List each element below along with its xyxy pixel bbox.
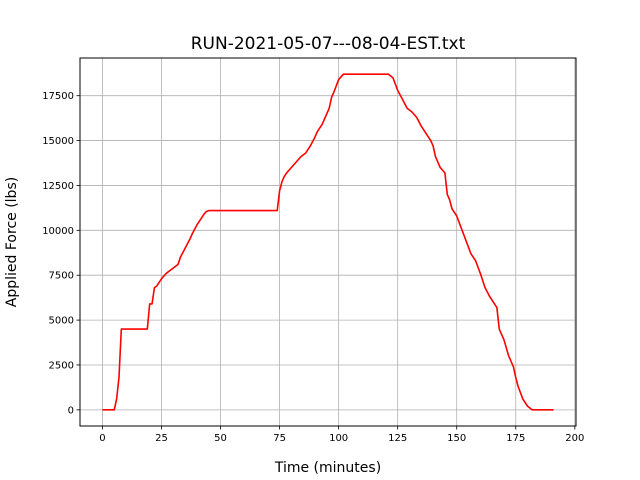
x-tick-label: 0 [99,433,105,444]
series-layer [102,73,554,411]
y-tick-label: 15000 [42,136,74,147]
axis-ticks: 0 25 50 75 100 125 150 175 200 0 2500 5000 7500 10000… [42,91,584,444]
x-tick-label: 75 [273,433,286,444]
x-tick-label: 25 [155,433,168,444]
x-axis-label: Time (minutes) [274,460,381,476]
x-tick-label: 200 [565,433,584,444]
y-tick-label: 2500 [49,360,74,371]
y-tick-label: 12500 [42,181,74,192]
y-tick-label: 17500 [42,91,74,102]
x-tick-label: 100 [329,433,348,444]
series-line-0 [102,73,554,411]
y-tick-label: 0 [68,405,74,416]
x-tick-label: 175 [506,433,525,444]
y-tick-label: 5000 [49,316,74,327]
y-tick-label: 10000 [42,226,74,237]
x-tick-label: 50 [214,433,227,444]
x-tick-label: 125 [388,433,407,444]
plot-area [80,58,576,426]
y-axis-label: Applied Force (lbs) [4,177,20,307]
chart-title: RUN-2021-05-07---08-04-EST.txt [191,34,466,54]
grid-lines [80,58,576,426]
plot-frame [79,57,577,427]
y-tick-label: 7500 [49,271,74,282]
x-tick-label: 150 [447,433,466,444]
